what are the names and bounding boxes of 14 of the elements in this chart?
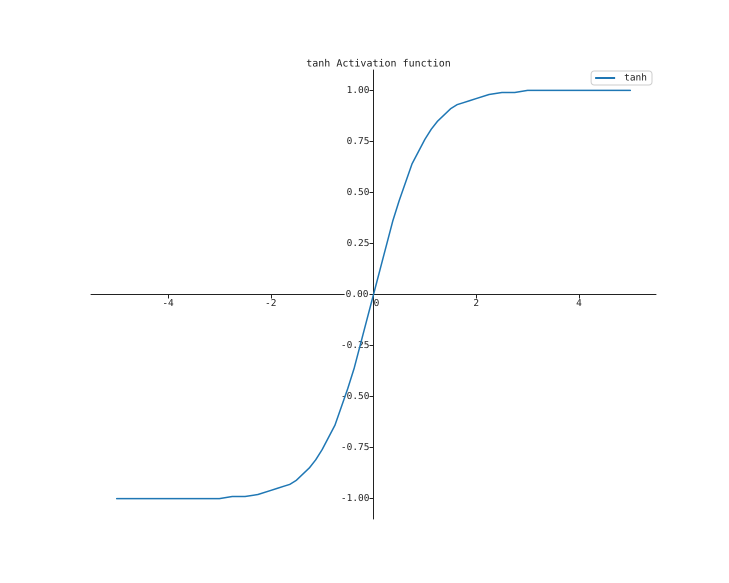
- x-tick-label: 4: [576, 298, 582, 309]
- y-tick-label: 0.50: [346, 186, 370, 198]
- x-tick-label: 2: [473, 298, 480, 309]
- y-tick-label: 0.25: [346, 238, 370, 249]
- x-tick-label: 0: [374, 298, 380, 309]
- x-tick-label: -2: [265, 298, 276, 309]
- y-tick-label: 0.75: [346, 136, 370, 147]
- x-tick-label: -4: [162, 298, 174, 309]
- y-tick-label: -0.75: [340, 442, 370, 454]
- y-tick-label: 1.00: [346, 84, 370, 96]
- y-tick-label: 0.00: [346, 289, 369, 300]
- y-tick-label: -1.00: [340, 493, 370, 504]
- chart-title: tanh Activation function: [306, 58, 451, 70]
- legend-label: tanh: [624, 72, 648, 84]
